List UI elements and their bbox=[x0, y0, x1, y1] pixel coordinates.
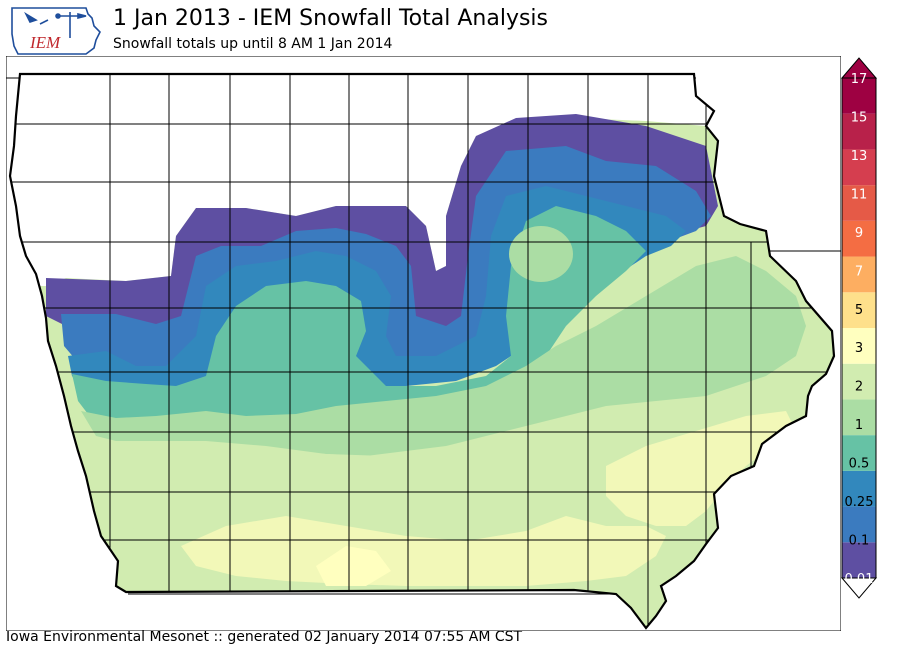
snowfall-colorbar: 0.01 0.1 0.25 0.5 1 2 3 5 7 9 11 13 15 17 bbox=[840, 57, 878, 599]
snowfall-contour-1 bbox=[81, 256, 806, 456]
county-boundaries bbox=[10, 74, 834, 628]
snowfall-contour-0-5 bbox=[72, 206, 646, 426]
colorbar-tick-label: 13 bbox=[851, 149, 868, 164]
colorbar-tick-label: 0.01 bbox=[845, 572, 874, 587]
colorbar-tick-label: 2 bbox=[855, 380, 863, 395]
colorbar-tick-label: 5 bbox=[855, 303, 863, 318]
colorbar-segment bbox=[842, 363, 876, 400]
colorbar-tick-label: 15 bbox=[851, 110, 868, 125]
colorbar-tick-label: 9 bbox=[855, 226, 863, 241]
iem-logo: IEM bbox=[11, 7, 101, 55]
no-snow-area bbox=[10, 74, 834, 286]
colorbar-segment bbox=[842, 506, 876, 543]
snowfall-contour-1-blob bbox=[509, 226, 573, 282]
colorbar-tick-label: 1 bbox=[855, 418, 863, 433]
colorbar-segment bbox=[842, 149, 876, 186]
colorbar-tick-label: 17 bbox=[851, 72, 868, 87]
colorbar-tick-label: 11 bbox=[851, 187, 868, 202]
colorbar-tick-label: 0.5 bbox=[849, 457, 870, 472]
footer-credit: Iowa Environmental Mesonet :: generated … bbox=[6, 629, 523, 645]
page-title: 1 Jan 2013 - IEM Snowfall Total Analysis bbox=[113, 6, 548, 31]
iowa-state-outline bbox=[8, 72, 836, 630]
colorbar-tick-label: 7 bbox=[855, 264, 863, 279]
colorbar-tick-label: 0.25 bbox=[845, 495, 874, 510]
snowfall-contour-3-south bbox=[181, 516, 666, 586]
colorbar-segment bbox=[842, 292, 876, 328]
colorbar-segment bbox=[842, 256, 876, 293]
colorbar-tick-label: 3 bbox=[855, 341, 863, 356]
page-subtitle: Snowfall totals up until 8 AM 1 Jan 2014 bbox=[113, 36, 393, 52]
colorbar-segment bbox=[842, 542, 876, 578]
colorbar-segment bbox=[842, 435, 876, 471]
colorbar-segment bbox=[842, 399, 876, 436]
colorbar-segment bbox=[842, 185, 876, 221]
logo-text: IEM bbox=[29, 33, 61, 52]
colorbar-frame bbox=[841, 77, 877, 579]
snowfall-map bbox=[6, 56, 841, 631]
snowfall-contour-3-east bbox=[606, 411, 796, 526]
colorbar-segment bbox=[842, 113, 876, 150]
colorbar-segment bbox=[842, 78, 876, 114]
colorbar-segment bbox=[842, 328, 876, 364]
colorbar-segment bbox=[842, 220, 876, 257]
snowfall-contour-5-peak bbox=[316, 546, 391, 586]
colorbar-segment bbox=[842, 470, 876, 507]
colorbar-tick-label: 0.1 bbox=[849, 534, 870, 549]
weather-station-icon bbox=[24, 11, 87, 38]
